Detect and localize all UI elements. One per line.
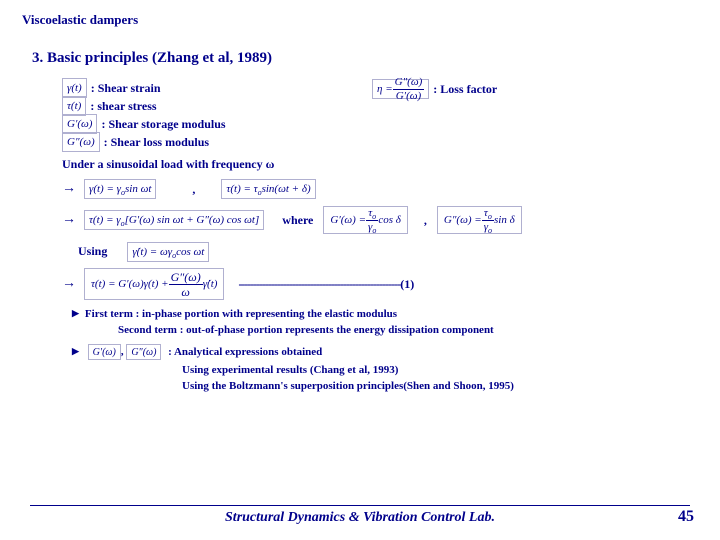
def-loss-factor: : Loss factor xyxy=(433,82,497,97)
eq-tau-expanded: → τ(t) = γo[G′(ω) sin ωt + G″(ω) cos ωt]… xyxy=(62,206,720,234)
def-loss-modulus: G″(ω) : Shear loss modulus xyxy=(62,133,720,151)
gprime-box: G′(ω) xyxy=(62,114,97,134)
bullet-second-term: Second term : out-of-phase portion repre… xyxy=(118,324,720,336)
eq-tau: τ(t) = τo sin(ωt + δ) xyxy=(221,179,315,199)
gpprime-box: G″(ω) xyxy=(62,132,100,152)
def-storage-modulus: G′(ω) : Shear storage modulus xyxy=(62,115,720,133)
eq-gpprime-def: G″(ω) = τo γo sin δ xyxy=(437,206,522,234)
ref-chang: Using experimental results (Chang et al,… xyxy=(182,364,720,376)
eq-gamma-tau: → γ(t) = γo sin ωt , τ(t) = τo sin(ωt + … xyxy=(62,178,720,200)
eq-gamma: γ(t) = γo sin ωt xyxy=(84,179,156,199)
bullet-analytical: G′(ω), G″(ω) : Analytical expressions ob… xyxy=(72,344,720,360)
eq-gamma-dot: γ̇(t) = ωγo cos ωt xyxy=(127,242,209,262)
def-shear-strain: γ(t) : Shear strain η = G″(ω)G′(ω) : Los… xyxy=(62,79,720,97)
gamma-t-box: γ(t) xyxy=(62,78,87,98)
ref-shen: Using the Boltzmann's superposition prin… xyxy=(182,380,720,392)
eta-box: η = G″(ω)G′(ω) xyxy=(372,79,429,99)
sinusoidal-line: Under a sinusoidal load with frequency ω xyxy=(62,157,720,172)
content-block: γ(t) : Shear strain η = G″(ω)G′(ω) : Los… xyxy=(0,79,720,392)
eq-final-box: τ(t) = G′(ω)γ(t) + G″(ω) ω γ̇(t) xyxy=(84,268,224,300)
eq-dashes: ----------------------------------------… xyxy=(238,277,400,292)
def-shear-stress: τ(t) : shear stress xyxy=(62,97,720,115)
eq-final: → τ(t) = G′(ω)γ(t) + G″(ω) ω γ̇(t) -----… xyxy=(62,268,720,300)
eq-tau-exp-box: τ(t) = γo[G′(ω) sin ωt + G″(ω) cos ωt] xyxy=(84,210,264,230)
eq-gprime-def: G′(ω) = τo γo cos δ xyxy=(323,206,408,234)
using-label: Using γ̇(t) = ωγo cos ωt xyxy=(78,242,720,262)
slide-title: Viscoelastic dampers xyxy=(0,0,720,28)
page-number: 45 xyxy=(678,508,694,526)
section-heading: 3. Basic principles (Zhang et al, 1989) xyxy=(0,28,720,79)
tau-t-box: τ(t) xyxy=(62,96,86,116)
bullet-first-term: First term : in-phase portion with repre… xyxy=(72,308,720,320)
footer-lab: Structural Dynamics & Vibration Control … xyxy=(30,505,690,526)
eq-number: (1) xyxy=(400,277,414,292)
